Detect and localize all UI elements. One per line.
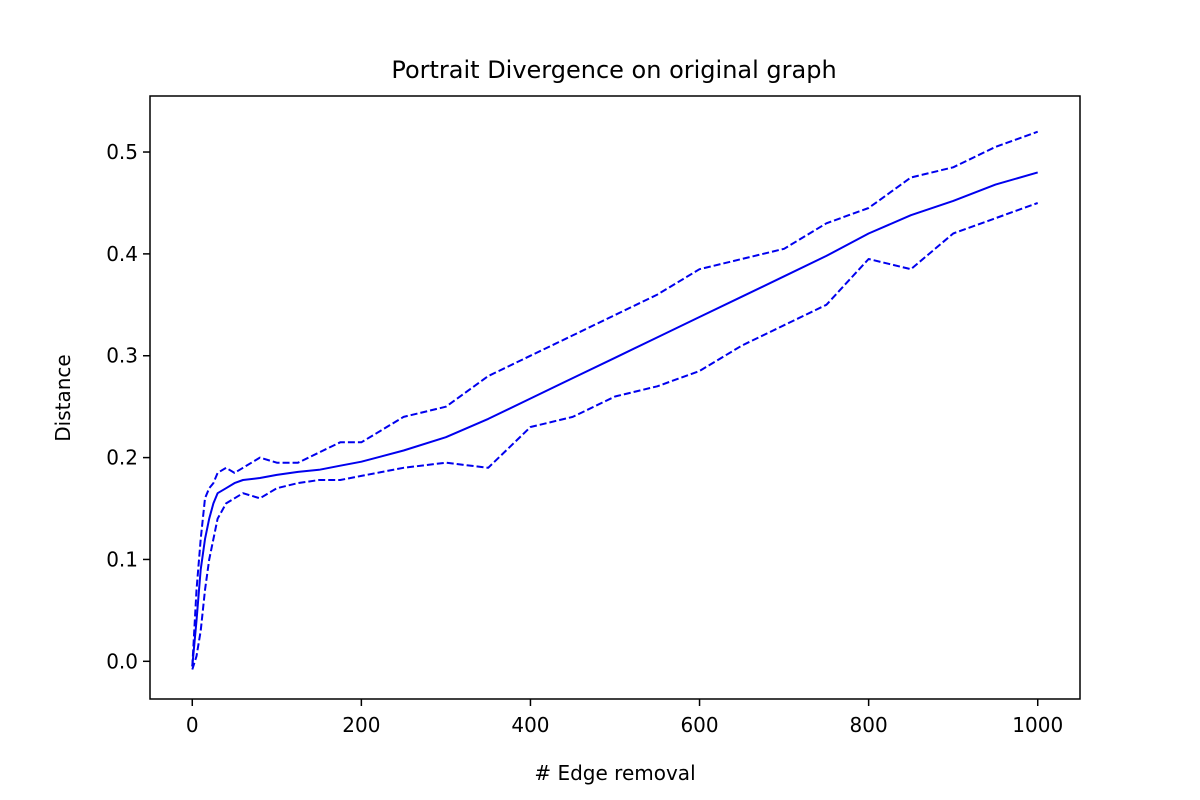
x-axis: 0 200 400 600 800 1000 xyxy=(186,699,1063,737)
series-line-1 xyxy=(191,130,1039,667)
axes-frame xyxy=(149,95,1081,700)
x-tick-label: 400 xyxy=(511,713,549,737)
x-tick-label: 1000 xyxy=(1012,713,1063,737)
y-tick-label: 0.4 xyxy=(106,242,138,266)
y-tick-label: 0.1 xyxy=(106,547,138,571)
y-tick-label: 0.2 xyxy=(106,446,138,470)
series-line-3 xyxy=(191,202,1039,670)
plot-area xyxy=(191,130,1039,670)
x-axis-label: # Edge removal xyxy=(534,761,695,785)
y-axis-label: Distance xyxy=(51,354,75,441)
chart-title: Portrait Divergence on original graph xyxy=(391,56,836,84)
y-axis: 0.0 0.1 0.2 0.3 0.4 0.5 xyxy=(106,140,150,673)
x-tick-label: 800 xyxy=(850,713,888,737)
x-tick-label: 200 xyxy=(342,713,380,737)
series-line-2 xyxy=(191,171,1038,667)
y-tick-label: 0.5 xyxy=(106,140,138,164)
x-tick-label: 600 xyxy=(680,713,718,737)
x-tick-label: 0 xyxy=(186,713,199,737)
y-tick-label: 0.0 xyxy=(106,649,138,673)
y-tick-label: 0.3 xyxy=(106,344,138,368)
